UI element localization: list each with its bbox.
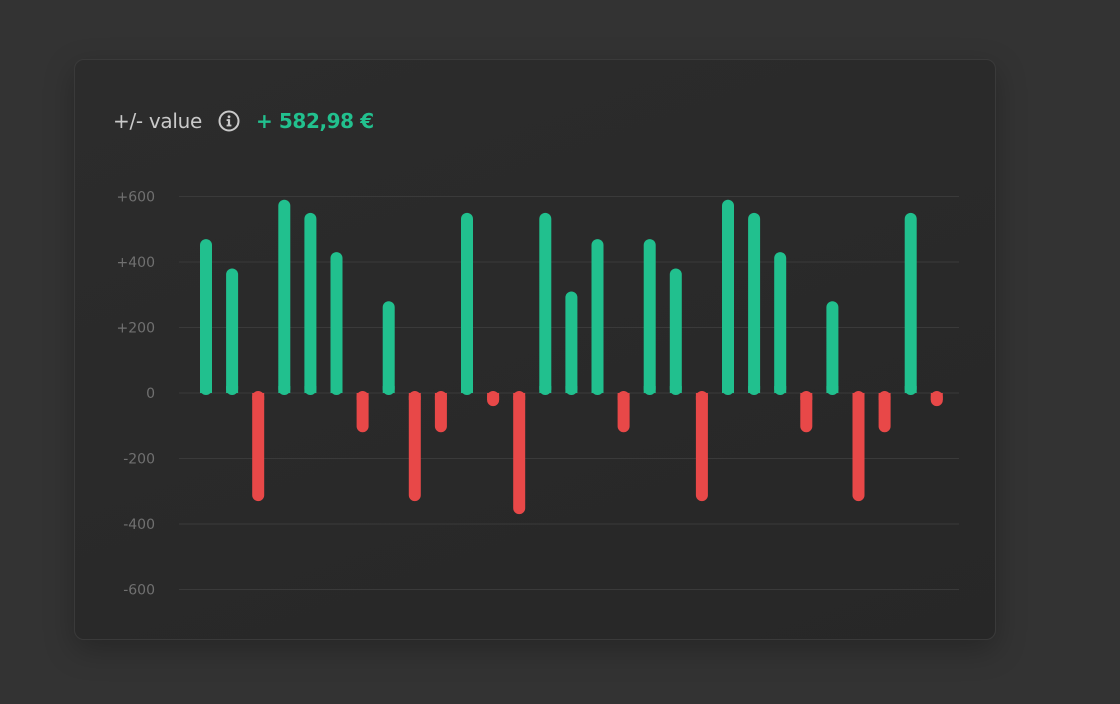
bar-base xyxy=(826,386,839,393)
bar-base xyxy=(748,386,761,393)
bar-base xyxy=(356,393,369,400)
y-tick-label: -600 xyxy=(123,583,155,599)
bars xyxy=(200,199,943,515)
bar-base xyxy=(408,393,421,400)
positive-bar[interactable] xyxy=(382,301,395,395)
negative-bar[interactable] xyxy=(852,391,865,502)
y-tick-label: -400 xyxy=(123,517,155,533)
bar-base xyxy=(539,386,552,393)
positive-bar[interactable] xyxy=(461,212,473,395)
positive-bar[interactable] xyxy=(826,301,839,395)
y-tick-label: 0 xyxy=(146,386,155,402)
bar-base xyxy=(722,386,734,393)
total-value: + 582,98 € xyxy=(256,109,374,133)
chart-title: +/- value xyxy=(113,109,202,133)
y-tick-label: -200 xyxy=(123,452,155,468)
bar-base xyxy=(278,386,291,393)
bar-base xyxy=(591,386,604,393)
bar-base xyxy=(226,386,239,393)
negative-bar[interactable] xyxy=(695,391,708,502)
y-tick-label: +200 xyxy=(117,321,155,337)
bar-base xyxy=(330,386,343,393)
bar-base xyxy=(643,386,656,393)
negative-bar[interactable] xyxy=(800,391,813,433)
positive-bar[interactable] xyxy=(722,199,734,395)
bar-base xyxy=(617,393,630,400)
negative-bar[interactable] xyxy=(513,391,526,515)
positive-bar[interactable] xyxy=(774,252,787,395)
bar-base xyxy=(487,393,500,400)
y-tick-label: +400 xyxy=(117,255,155,271)
chart-header: +/- value + 582,98 € xyxy=(113,106,374,136)
positive-bar[interactable] xyxy=(304,212,317,395)
positive-bar[interactable] xyxy=(904,212,917,395)
positive-bar[interactable] xyxy=(539,212,552,395)
y-tick-label: +600 xyxy=(117,190,155,206)
bar-base xyxy=(252,393,265,400)
positive-bar[interactable] xyxy=(748,212,761,395)
bar-chart: +600 +400 +200 0 -200 -400 -600 xyxy=(117,190,959,599)
negative-bar[interactable] xyxy=(434,391,447,433)
bar-base xyxy=(695,393,708,400)
bar-base xyxy=(434,393,447,400)
positive-bar[interactable] xyxy=(669,268,682,395)
bar-base xyxy=(800,393,813,400)
positive-bar[interactable] xyxy=(330,252,343,395)
negative-bar[interactable] xyxy=(408,391,421,502)
positive-bar[interactable] xyxy=(278,199,291,395)
chart-card: +/- value + 582,98 € +600 +400 +200 0 -200 -4… xyxy=(74,59,996,640)
bar-base xyxy=(461,386,473,393)
bar-base xyxy=(669,386,682,393)
bar-base xyxy=(852,393,865,400)
bar-base xyxy=(513,393,526,400)
negative-bar[interactable] xyxy=(878,391,891,433)
bar-base xyxy=(200,386,212,393)
bar-base xyxy=(565,386,578,393)
bar-base xyxy=(904,386,917,393)
positive-bar[interactable] xyxy=(591,239,604,395)
y-axis-ticks: +600 +400 +200 0 -200 -400 -600 xyxy=(117,190,155,599)
bar-base xyxy=(930,393,943,400)
negative-bar[interactable] xyxy=(252,391,265,502)
info-icon[interactable] xyxy=(218,110,240,132)
bar-base xyxy=(304,386,317,393)
negative-bar[interactable] xyxy=(617,391,630,433)
positive-bar[interactable] xyxy=(643,239,656,395)
bar-base xyxy=(774,386,787,393)
positive-bar[interactable] xyxy=(565,291,578,395)
positive-bar[interactable] xyxy=(200,239,212,395)
negative-bar[interactable] xyxy=(356,391,369,433)
bar-base xyxy=(878,393,891,400)
bar-base xyxy=(382,386,395,393)
positive-bar[interactable] xyxy=(226,268,239,395)
